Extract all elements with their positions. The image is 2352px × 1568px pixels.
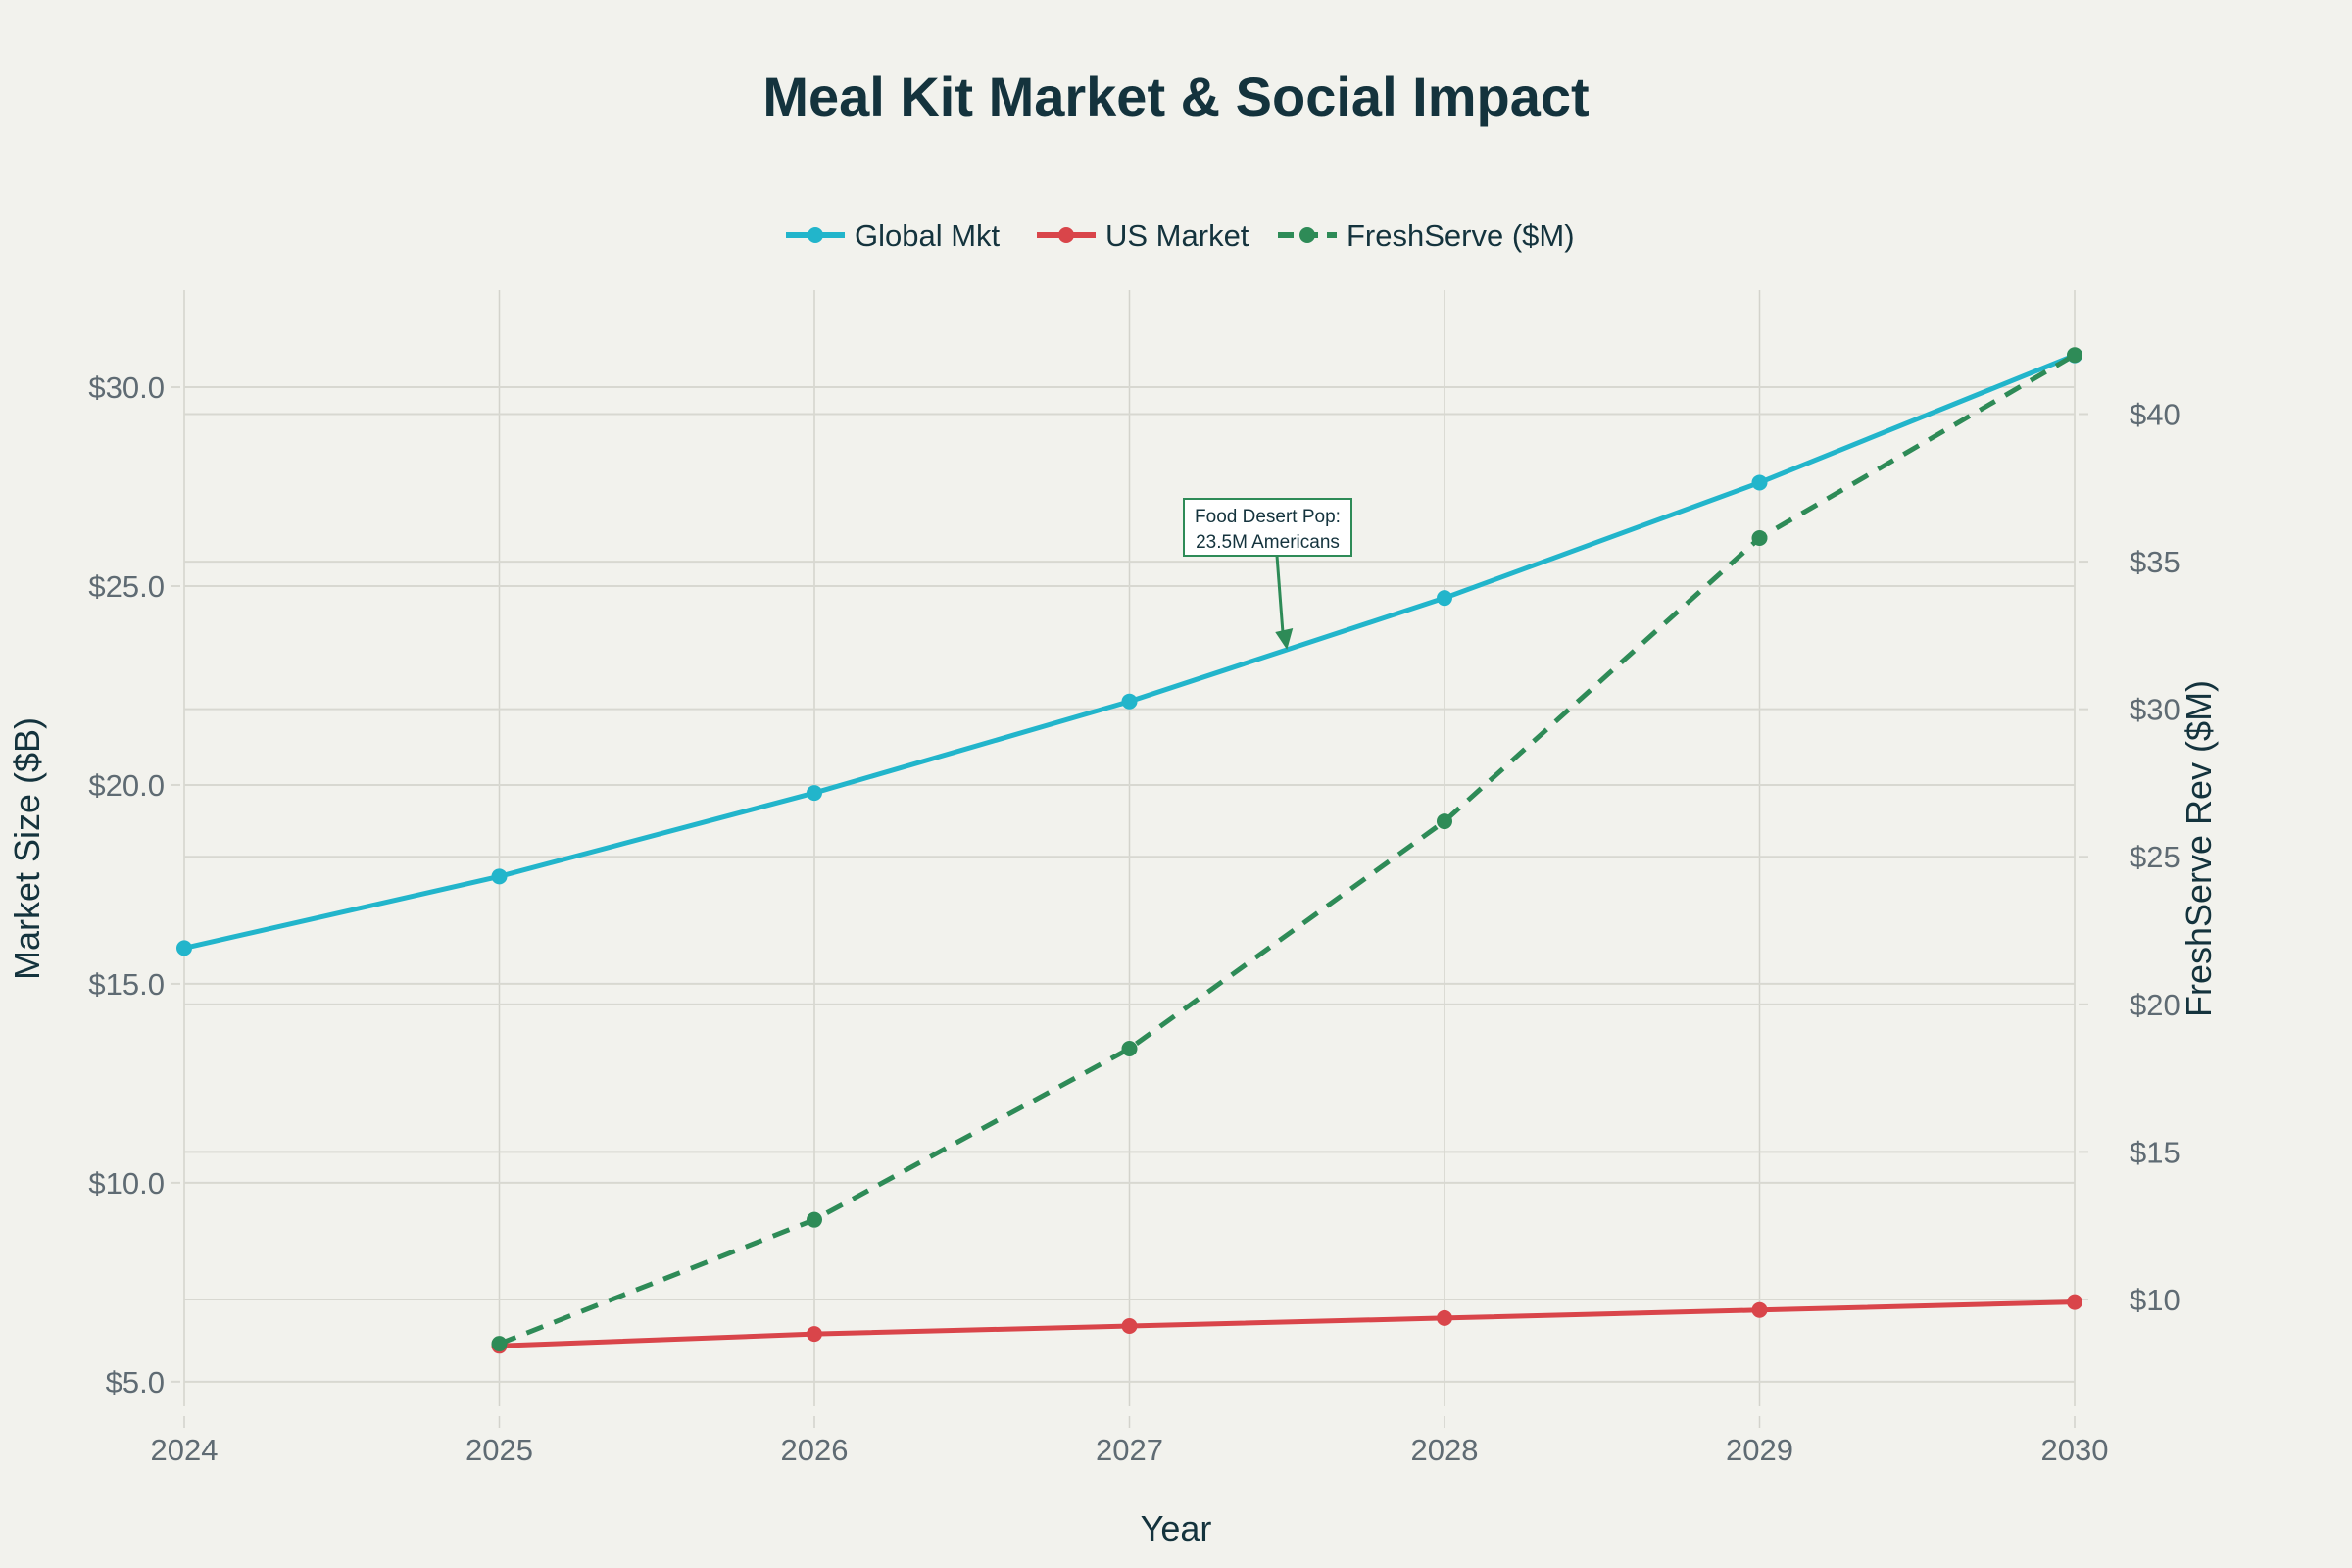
series-us-market: [491, 1294, 2082, 1354]
data-point: [1751, 1301, 1768, 1318]
legend-label: Global Mkt: [855, 219, 1001, 253]
series-global-mkt: [176, 347, 2082, 956]
annotations: Food Desert Pop: 23.5M Americans: [1183, 498, 1352, 650]
x-tick-label: 2026: [781, 1433, 849, 1467]
y-tick-label: $15.0: [88, 967, 165, 1002]
data-point: [1121, 1318, 1138, 1335]
y2-tick-label: $10: [2130, 1283, 2180, 1317]
x-tick-label: 2029: [1726, 1433, 1793, 1467]
legend: Global Mkt US Market FreshServe ($M): [786, 219, 1575, 253]
y2-tick-label: $30: [2130, 693, 2180, 727]
series-freshserve-m: [491, 347, 2082, 1352]
y-tick-label: $25.0: [88, 569, 165, 604]
series-line: [499, 1299, 2076, 1348]
annotation-arrow-shaft: [1275, 555, 1285, 637]
data-point: [176, 940, 192, 956]
x-tick-label: 2028: [1411, 1433, 1479, 1467]
data-point: [1121, 693, 1138, 710]
y-tick-label: $30.0: [88, 370, 165, 405]
legend-item[interactable]: Global Mkt: [786, 219, 1001, 253]
legend-marker: [808, 227, 823, 243]
y2-tick-label: $25: [2130, 840, 2180, 874]
data-point: [1437, 1309, 1452, 1326]
chart-title: Meal Kit Market & Social Impact: [762, 66, 1589, 127]
series-layer: [176, 347, 2082, 1354]
annotation-text-line2: 23.5M Americans: [1196, 532, 1340, 553]
data-point: [807, 1211, 822, 1228]
x-axis-title: Year: [1141, 1508, 1212, 1548]
x-tick-label: 2025: [466, 1433, 533, 1467]
data-point: [491, 868, 508, 885]
data-point: [491, 1336, 508, 1352]
data-point: [1437, 813, 1452, 830]
x-tick-label: 2024: [151, 1433, 219, 1467]
y-tick-label: $20.0: [88, 768, 165, 803]
legend-label: FreshServe ($M): [1347, 219, 1575, 253]
legend-marker: [1299, 227, 1315, 243]
y2-tick-label: $20: [2130, 988, 2180, 1022]
data-point: [1751, 474, 1768, 491]
data-point: [1121, 1040, 1138, 1056]
axes: 2024 2025 2026 2027 2028 2029 2030 $5.0 $10.0 $15…: [88, 370, 2180, 1467]
data-point: [807, 785, 822, 802]
data-point: [807, 1326, 822, 1343]
annotation-arrow-head: [1275, 627, 1294, 650]
y-axis-title: Market Size ($B): [7, 717, 47, 980]
y2-axis-title: FreshServe Rev ($M): [2179, 680, 2219, 1017]
legend-marker: [1058, 227, 1074, 243]
y2-tick-label: $35: [2130, 545, 2180, 579]
data-point: [2067, 1294, 2082, 1310]
legend-item[interactable]: FreshServe ($M): [1278, 219, 1575, 253]
annotation-box: [1183, 498, 1352, 557]
y-tick-label: $5.0: [106, 1365, 165, 1399]
y2-tick-label: $15: [2130, 1135, 2180, 1169]
grid: [183, 290, 2076, 1406]
data-point: [1437, 590, 1452, 607]
series-line: [498, 353, 2077, 1347]
data-point: [1751, 529, 1768, 546]
y-tick-label: $10.0: [88, 1166, 165, 1200]
annotation: Food Desert Pop: 23.5M Americans: [1183, 498, 1352, 650]
y2-tick-label: $40: [2130, 397, 2180, 431]
data-point: [2067, 347, 2082, 364]
x-tick-label: 2027: [1096, 1433, 1163, 1467]
annotation-text-line1: Food Desert Pop:: [1195, 507, 1341, 527]
legend-item[interactable]: US Market: [1037, 219, 1250, 253]
x-tick-label: 2030: [2041, 1433, 2109, 1467]
legend-label: US Market: [1105, 219, 1250, 253]
